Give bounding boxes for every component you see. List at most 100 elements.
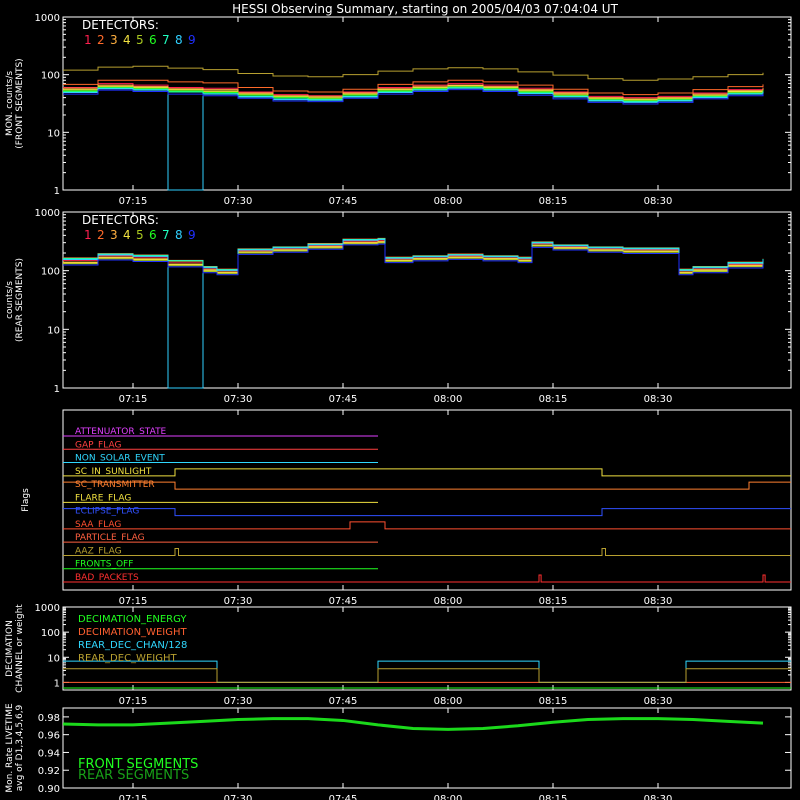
x-tick-label: 07:15 [119, 596, 148, 607]
panel-frame-2 [62, 409, 792, 591]
y-axis-label: Flags [21, 488, 31, 512]
legend-entry-9: 9 [188, 33, 196, 47]
flag-line [63, 508, 791, 517]
y-tick-label: 0.98 [38, 713, 60, 724]
flag-label: FRONTS_OFF [75, 560, 133, 570]
ylabel-group-0: MON. counts/s (FRONT SEGMENTS) [5, 58, 25, 148]
series-line-9 [63, 89, 764, 105]
legend-entry-6: 6 [149, 228, 157, 242]
y-tick-label: 100 [41, 267, 60, 278]
x-tick-label: 08:00 [434, 394, 463, 405]
x-tick-label: 08:15 [539, 696, 568, 707]
legend-entry-9: 9 [188, 228, 196, 242]
x-tick-label: 07:30 [224, 196, 253, 207]
y-tick-label: 1 [54, 384, 60, 395]
panel-frame-0 [62, 16, 792, 191]
legend-entry-7: 7 [162, 228, 170, 242]
y-tick-label: 100 [41, 628, 60, 639]
legend-entry-2: 2 [97, 33, 105, 47]
x-tick-label: 08:00 [434, 696, 463, 707]
x-tick-label: 07:45 [329, 696, 358, 707]
y-axis-label: CHANNEL or weight [15, 604, 25, 693]
y-tick-label: 0.96 [38, 731, 60, 742]
x-tick-label: 08:00 [434, 196, 463, 207]
legend-entry-4: 4 [123, 228, 131, 242]
decimation-legend: REAR_DEC_CHAN/128 [78, 640, 187, 651]
flag-line [63, 468, 791, 477]
x-tick-label: 08:30 [644, 596, 673, 607]
x-tick-label: 08:30 [644, 394, 673, 405]
y-tick-label: 10 [47, 128, 60, 139]
y-axis-label: DECIMATION [5, 620, 15, 677]
livetime-legend: REAR SEGMENTS [78, 768, 189, 783]
legend-entry-5: 5 [136, 228, 144, 242]
x-tick-label: 07:15 [119, 196, 148, 207]
y-axis-label: MON. counts/s [5, 71, 15, 136]
legend-entry-3: 3 [110, 228, 118, 242]
y-tick-label: 10 [47, 653, 60, 664]
x-tick-label: 07:30 [224, 596, 253, 607]
y-tick-label: 100 [41, 71, 60, 82]
legend-entry-4: 4 [123, 33, 131, 47]
x-tick-label: 08:30 [644, 794, 673, 800]
y-axis-label: avg of D1,3,4,5,6,9 [15, 704, 25, 791]
series-line-8 [63, 238, 764, 389]
flag-line [63, 481, 791, 490]
panel-frame-4 [62, 707, 792, 789]
y-axis-label: Mon. Rate LIVETIME [5, 703, 15, 793]
x-tick-label: 07:45 [329, 596, 358, 607]
x-tick-label: 08:30 [644, 696, 673, 707]
decimation-legend: REAR_DEC_WEIGHT [78, 653, 177, 664]
decimation-line [63, 660, 791, 683]
legend-title: DETECTORS: [82, 213, 159, 227]
decimation-legend: DECIMATION_WEIGHT [78, 627, 187, 638]
x-tick-label: 08:30 [644, 196, 673, 207]
flag-label: SC_IN_SUNLIGHT [75, 467, 152, 477]
ylabel-group-1: counts/s (REAR SEGMENTS) [5, 258, 25, 342]
x-tick-label: 08:00 [434, 794, 463, 800]
y-axis-label: (FRONT SEGMENTS) [15, 58, 25, 148]
y-tick-label: 1000 [35, 603, 60, 614]
legend-title: DETECTORS: [82, 18, 159, 32]
series-line-2 [63, 79, 764, 96]
x-tick-label: 07:30 [224, 696, 253, 707]
x-tick-label: 07:30 [224, 794, 253, 800]
x-tick-label: 07:45 [329, 196, 358, 207]
series-line-9 [63, 243, 764, 276]
series-line-10 [63, 65, 764, 81]
flag-label: SC_TRANSMITTER [75, 480, 155, 490]
flag-label: GAP_FLAG [75, 440, 121, 450]
flag-label: AAZ_FLAG [75, 546, 122, 556]
flag-label: ECLIPSE_FLAG [75, 507, 139, 517]
legend-entry-7: 7 [162, 33, 170, 47]
y-axis-label: (REAR SEGMENTS) [15, 258, 25, 342]
y-tick-label: 0.92 [38, 766, 60, 777]
x-tick-label: 08:15 [539, 596, 568, 607]
y-tick-label: 1 [54, 186, 60, 197]
flag-line [63, 521, 791, 530]
x-tick-label: 08:00 [434, 596, 463, 607]
panels: MON. counts/s (FRONT SEGMENTS) 07:15 07:30 0… [5, 13, 792, 800]
figure-title: HESSI Observing Summary, starting on 200… [232, 2, 618, 16]
legend-entry-1: 1 [84, 33, 92, 47]
y-tick-label: 1000 [35, 13, 60, 24]
legend-entry-1: 1 [84, 228, 92, 242]
y-tick-label: 1 [54, 678, 60, 689]
flag-label: SAA_FLAG [75, 520, 121, 530]
x-tick-label: 07:45 [329, 794, 358, 800]
legend-entry-5: 5 [136, 33, 144, 47]
livetime-legend: FRONT SEGMENTS [78, 757, 198, 772]
x-tick-label: 08:15 [539, 394, 568, 405]
x-tick-label: 07:15 [119, 394, 148, 405]
legend-entry-8: 8 [175, 228, 183, 242]
flag-label: PARTICLE_FLAG [75, 533, 145, 543]
y-tick-label: 10 [47, 325, 60, 336]
x-tick-label: 07:45 [329, 394, 358, 405]
livetime-line [62, 717, 764, 731]
x-tick-label: 08:15 [539, 794, 568, 800]
y-tick-label: 0.94 [38, 748, 60, 759]
decimation-line [63, 668, 791, 683]
ylabel-group-4: Mon. Rate LIVETIME avg of D1,3,4,5,6,9 [5, 703, 25, 793]
flag-label: BAD_PACKETS [75, 573, 139, 583]
